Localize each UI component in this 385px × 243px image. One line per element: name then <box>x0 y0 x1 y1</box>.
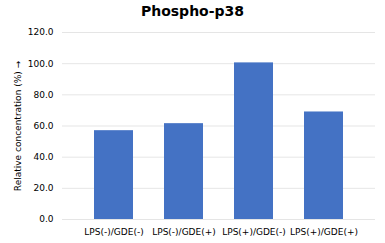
svg-text:20.0: 20.0 <box>33 183 53 193</box>
svg-text:Relative concentration (%) →: Relative concentration (%) → <box>13 60 23 191</box>
svg-text:LPS(-)/GDE(-): LPS(-)/GDE(-) <box>84 227 143 237</box>
svg-text:LPS(+)/GDE(+): LPS(+)/GDE(+) <box>290 227 358 237</box>
svg-text:80.0: 80.0 <box>33 90 53 100</box>
svg-text:60.0: 60.0 <box>33 121 53 131</box>
html-text:Phospho-p38: Phospho-p38 <box>140 3 244 19</box>
svg-text:100.0: 100.0 <box>28 59 54 69</box>
svg-text:LPS(+)/GDE(-): LPS(+)/GDE(-) <box>222 227 286 237</box>
svg-text:0.0: 0.0 <box>39 214 54 224</box>
svg-text:120.0: 120.0 <box>28 27 54 37</box>
svg-text:40.0: 40.0 <box>33 152 53 162</box>
svg-text:LPS(-)/GDE(+): LPS(-)/GDE(+) <box>152 227 216 237</box>
